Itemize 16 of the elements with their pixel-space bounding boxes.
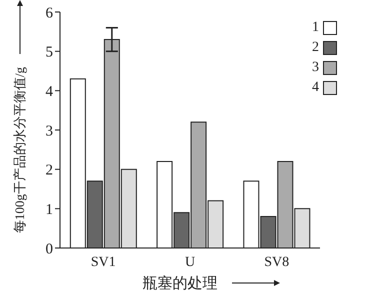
x-tick-label: SV1 bbox=[90, 254, 116, 270]
legend-label: 1 bbox=[312, 19, 319, 37]
y-tick-label: 2 bbox=[46, 162, 53, 179]
x-tick-label: SV8 bbox=[264, 254, 290, 270]
y-tick-label: 5 bbox=[46, 44, 53, 61]
x-axis-title: 瓶塞的处理 bbox=[142, 275, 218, 292]
y-tick-label: 6 bbox=[46, 5, 54, 22]
legend-label: 3 bbox=[312, 59, 319, 77]
y-axis-title: 每100g干产品的水分平衡值/g bbox=[12, 66, 27, 234]
x-tick-label: U bbox=[184, 254, 196, 270]
legend-label: 4 bbox=[312, 79, 319, 97]
y-tick-label: 0 bbox=[46, 241, 53, 258]
y-tick-label: 4 bbox=[46, 84, 54, 100]
y-tick-label: 1 bbox=[46, 202, 53, 218]
y-tick-label: 3 bbox=[46, 123, 53, 140]
legend-label: 2 bbox=[312, 39, 319, 57]
